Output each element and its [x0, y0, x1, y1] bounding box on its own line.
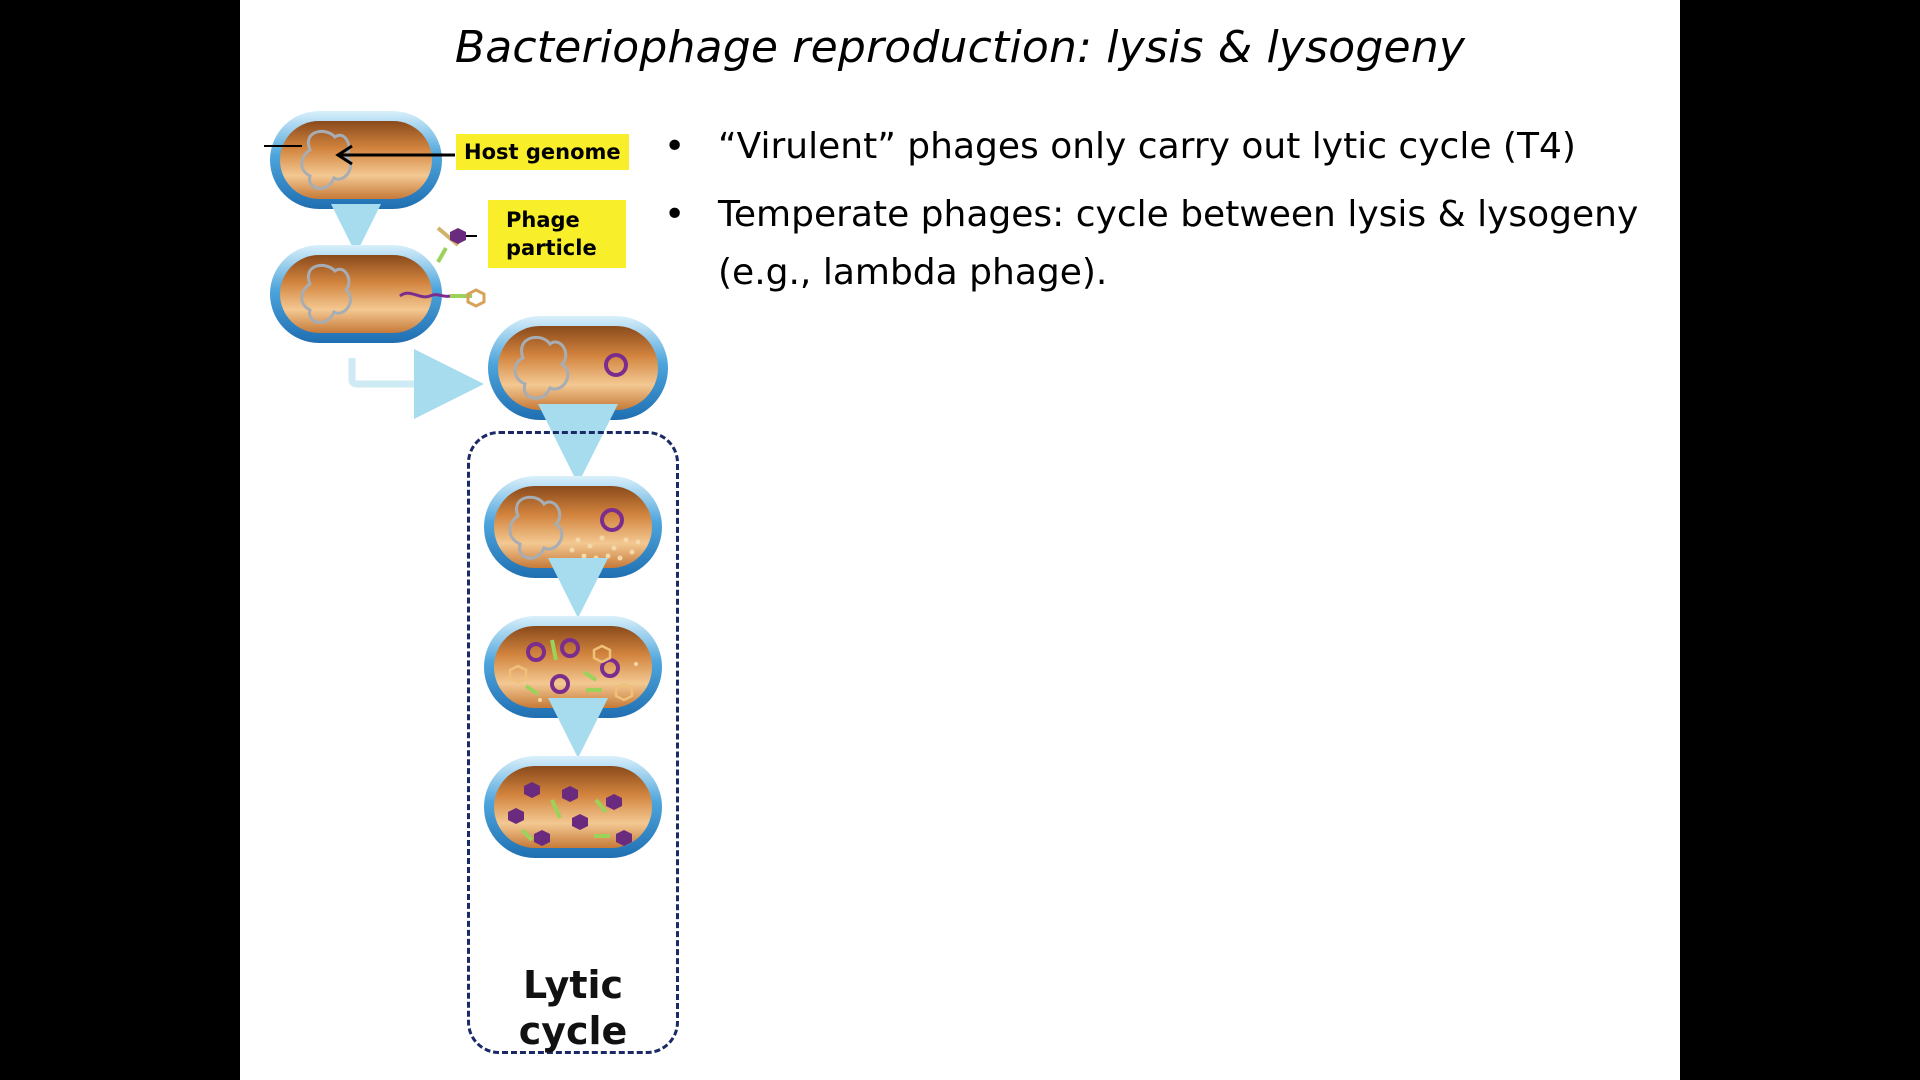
cell-host — [264, 111, 442, 209]
slide: Bacteriophage reproduction: lysis & lyso… — [240, 0, 1680, 1080]
host-genome-icon — [300, 129, 353, 190]
phage-particle-label: Phage particle — [488, 200, 626, 268]
bullet-list: “Virulent” phages only carry out lytic c… — [660, 118, 1660, 312]
slide-title: Bacteriophage reproduction: lysis & lyso… — [454, 22, 1466, 73]
phage-dna-circle-icon — [604, 353, 628, 377]
cell-synthesis — [484, 616, 662, 718]
cell-assembly — [484, 756, 662, 858]
phage-diagram — [264, 111, 668, 858]
cell-infection — [270, 245, 486, 343]
lytic-cycle-frame — [467, 431, 679, 1054]
host-genome-icon — [300, 263, 353, 324]
host-genome-icon — [513, 335, 570, 400]
bullet-temperate: Temperate phages: cycle between lysis & … — [660, 186, 1660, 302]
phage-dna-circle-icon — [600, 508, 624, 532]
cell-circular-dna — [488, 316, 668, 420]
arrow-bent-icon — [348, 349, 484, 419]
phage-particle-icon — [436, 226, 477, 263]
phage-dna-icon — [399, 291, 451, 299]
cycle-label: Lytic cycle — [518, 963, 628, 1053]
cell-replication — [484, 476, 662, 578]
host-genome-icon — [508, 495, 564, 560]
host-genome-label: Host genome — [456, 134, 629, 170]
bullet-virulent: “Virulent” phages only carry out lytic c… — [660, 118, 1660, 176]
